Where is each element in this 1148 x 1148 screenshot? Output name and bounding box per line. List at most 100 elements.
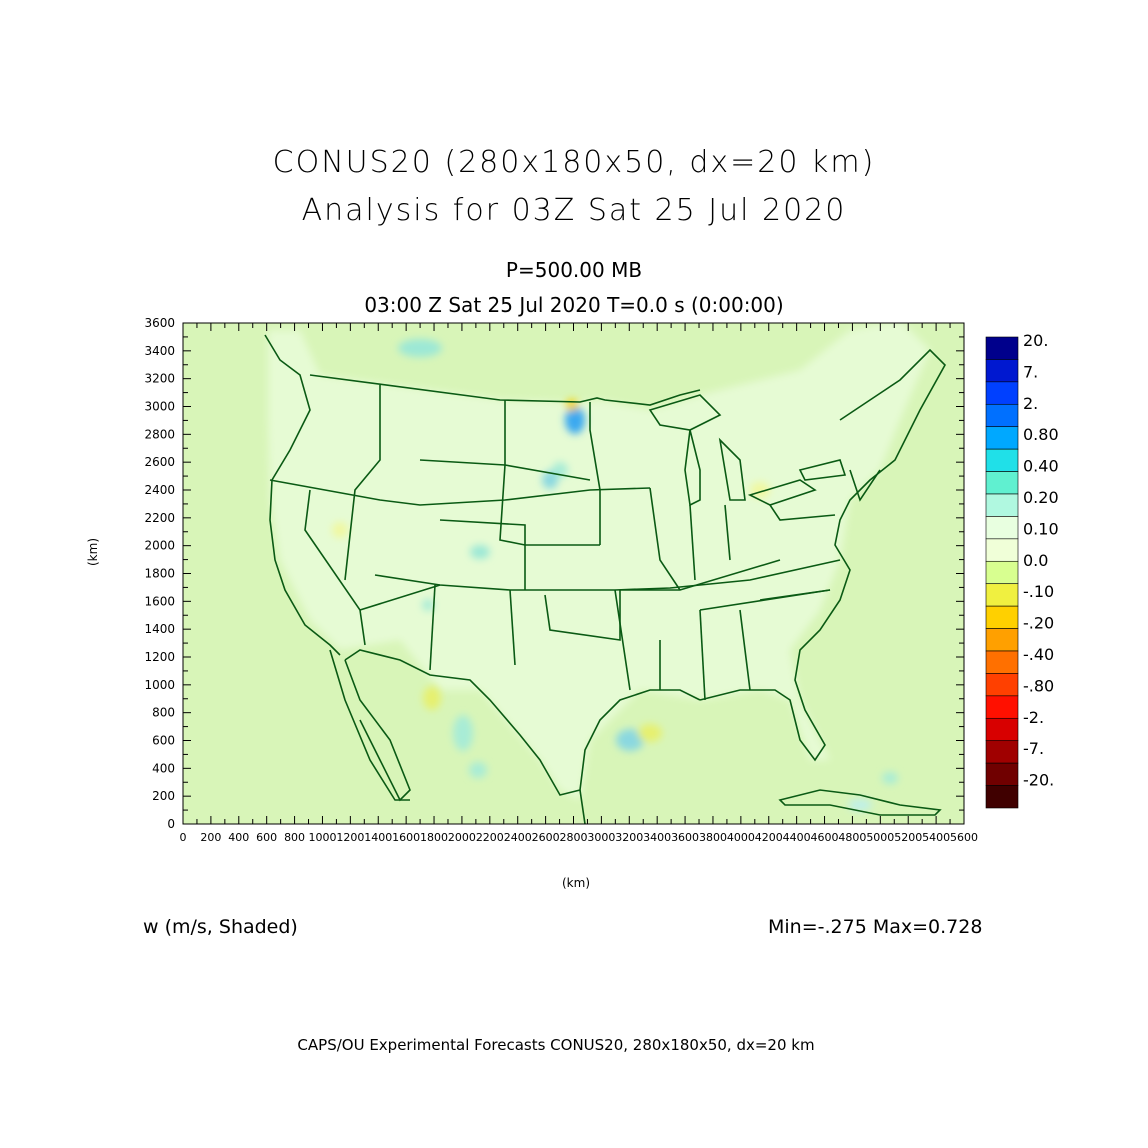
colorbar-swatch: [985, 583, 1019, 607]
colorbar-swatch: [985, 381, 1019, 405]
x-tick-label: 2600: [532, 831, 560, 844]
colorbar-label: 20.: [1023, 331, 1048, 350]
colorbar: [985, 336, 1019, 809]
colorbar-label: -.40: [1023, 645, 1054, 664]
y-tick-label: 3600: [144, 316, 175, 330]
y-tick-label: 2200: [144, 511, 175, 525]
x-tick-label: 5400: [922, 831, 950, 844]
x-tick-label: 2200: [476, 831, 504, 844]
colorbar-swatch: [985, 605, 1019, 629]
x-tick-label: 3400: [643, 831, 671, 844]
footer: CAPS/OU Experimental Forecasts CONUS20, …: [297, 1036, 815, 1054]
colorbar-swatch: [985, 403, 1019, 428]
colorbar-label: 2.: [1023, 394, 1038, 413]
level-subtitle: P=500.00 MB: [505, 258, 643, 282]
x-tick-label: 3800: [699, 831, 727, 844]
colorbar-label: -2.: [1023, 708, 1044, 727]
x-tick-label: 2000: [448, 831, 476, 844]
x-tick-label: 0: [180, 831, 187, 844]
field-name: w (m/s, Shaded): [143, 916, 298, 938]
colorbar-label: 0.0: [1023, 551, 1048, 570]
coastlines-and-borders: [264, 334, 946, 824]
x-tick-label: 1200: [336, 831, 364, 844]
colorbar-swatch: [985, 471, 1019, 495]
colorbar-swatch: [985, 426, 1019, 450]
y-tick-label: 2000: [144, 539, 175, 553]
x-axis-label: (km): [562, 876, 591, 890]
x-tick-label: 3600: [671, 831, 699, 844]
colorbar-labels: 20. 7. 2. 0.80 0.40 0.20 0.10 0.0 -.10 -.20 -.40 -.…: [1023, 331, 1059, 790]
y-tick-label: 3200: [144, 372, 175, 386]
axis-ticks: [182, 322, 965, 825]
colorbar-swatch: [985, 448, 1019, 472]
colorbar-swatch: [985, 695, 1019, 719]
colorbar-label: -7.: [1023, 739, 1044, 758]
colorbar-label: -.10: [1023, 582, 1054, 601]
y-axis-label: (km): [86, 537, 100, 566]
y-tick-label: 200: [152, 789, 175, 803]
y-tick-label: 1600: [144, 594, 175, 608]
colorbar-swatch: [985, 538, 1019, 562]
colorbar-swatch: [985, 762, 1019, 786]
x-tick-label: 3200: [615, 831, 643, 844]
y-tick-label: 1200: [144, 650, 175, 664]
x-tick-label: 4800: [838, 831, 866, 844]
colorbar-label: -.20: [1023, 614, 1054, 633]
colorbar-swatch: [985, 336, 1019, 360]
colorbar-swatch: [985, 717, 1019, 742]
x-tick-label: 3000: [587, 831, 615, 844]
colorbar-swatch: [985, 650, 1019, 674]
colorbar-label: 0.10: [1023, 519, 1059, 538]
x-tick-label: 600: [256, 831, 277, 844]
x-tick-label: 2400: [504, 831, 532, 844]
x-tick-label: 800: [284, 831, 305, 844]
x-tick-label: 2800: [560, 831, 588, 844]
x-tick-label: 1800: [420, 831, 448, 844]
x-tick-label: 200: [200, 831, 221, 844]
x-tick-label: 4200: [755, 831, 783, 844]
colorbar-swatch: [985, 516, 1019, 540]
x-tick-label: 1400: [364, 831, 392, 844]
y-tick-label: 3400: [144, 344, 175, 358]
y-tick-label: 1800: [144, 567, 175, 581]
colorbar-label: 0.40: [1023, 457, 1059, 476]
x-tick-label: 400: [228, 831, 249, 844]
w-anomalies: [332, 339, 898, 811]
x-tick-label: 5600: [950, 831, 978, 844]
colorbar-swatch: [985, 740, 1019, 764]
x-tick-label: 1000: [308, 831, 336, 844]
colorbar-label: 7.: [1023, 362, 1038, 381]
y-tick-label: 800: [152, 706, 175, 720]
x-tick-label: 4600: [811, 831, 839, 844]
colorbar-label: 0.80: [1023, 425, 1059, 444]
colorbar-label: 0.20: [1023, 488, 1059, 507]
title-line-2: Analysis for 03Z Sat 25 Jul 2020: [301, 193, 847, 228]
time-subtitle: 03:00 Z Sat 25 Jul 2020 T=0.0 s (0:00:00…: [364, 293, 784, 317]
colorbar-swatch: [985, 493, 1019, 517]
y-tick-label: 1000: [144, 678, 175, 692]
x-tick-label: 5000: [866, 831, 894, 844]
y-tick-label: 0: [167, 817, 175, 831]
x-tick-label: 1600: [392, 831, 420, 844]
colorbar-swatch: [985, 560, 1019, 585]
y-tick-label: 2800: [144, 427, 175, 441]
y-tick-label: 600: [152, 734, 175, 748]
colorbar-label: -.80: [1023, 676, 1054, 695]
colorbar-label: -20.: [1023, 771, 1054, 790]
y-tick-label: 2600: [144, 455, 175, 469]
axis-tick-labels: 0 200 400 600 800 1000 1200 1400 1600 1800 2000 220…: [144, 316, 978, 844]
y-tick-label: 3000: [144, 400, 175, 414]
colorbar-swatch: [985, 673, 1019, 697]
x-tick-label: 5200: [894, 831, 922, 844]
colorbar-swatch: [985, 359, 1019, 383]
y-tick-label: 2400: [144, 483, 175, 497]
y-tick-label: 1400: [144, 622, 175, 636]
shaded-field: [183, 323, 964, 824]
min-max: Min=-.275 Max=0.728: [768, 916, 983, 938]
title-line-1: CONUS20 (280x180x50, dx=20 km): [272, 145, 876, 180]
colorbar-swatch: [985, 628, 1019, 652]
x-tick-label: 4400: [783, 831, 811, 844]
colorbar-swatch: [985, 785, 1019, 809]
x-tick-label: 4000: [727, 831, 755, 844]
